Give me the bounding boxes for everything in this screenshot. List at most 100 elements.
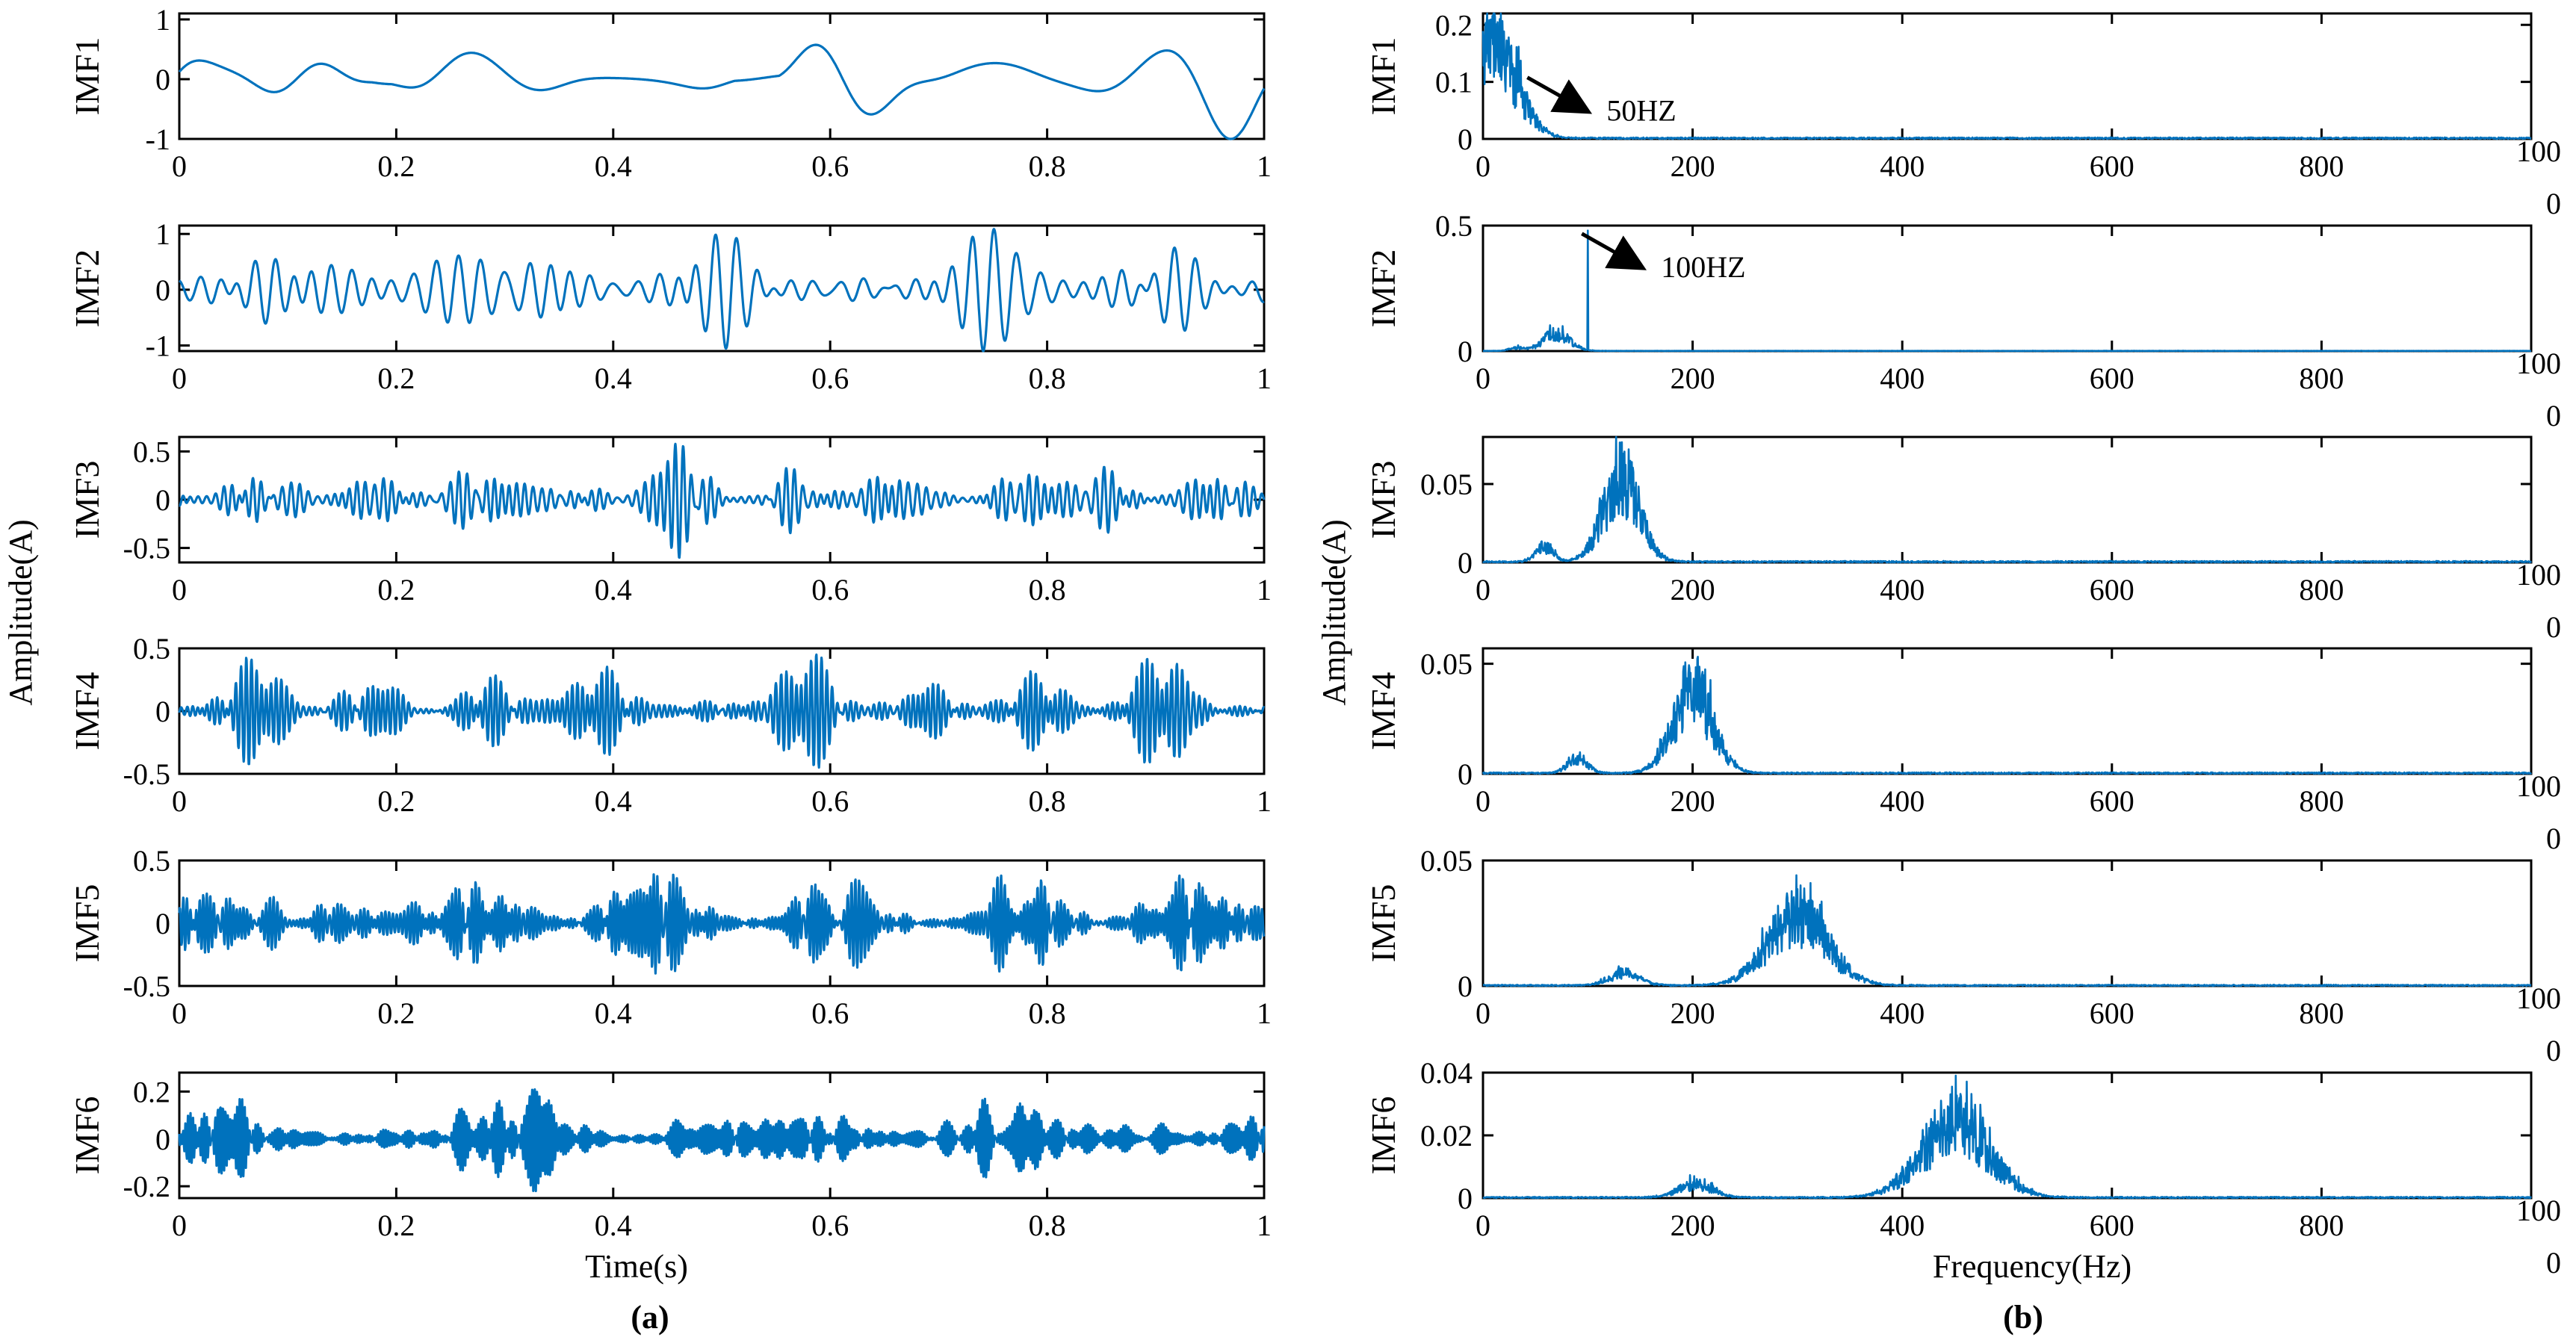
time-xtick-label: 0.4	[595, 1209, 632, 1242]
freq-xtick-label: 200	[1671, 1209, 1715, 1242]
time-xtick-label: 0.2	[377, 573, 415, 607]
freq-ytick-label: 0.2	[1435, 8, 1473, 42]
freq-xtick-label: 600	[2090, 1209, 2134, 1242]
time-xtick-label: 0.4	[595, 362, 632, 395]
time-xtick-label: 0.6	[811, 362, 849, 395]
time-ytick-label: -1	[146, 329, 170, 363]
freq-xtick-label: 200	[1671, 573, 1715, 607]
freq-xtick-label: 400	[1880, 573, 1925, 607]
left-xlabel: Time(s)	[585, 1248, 688, 1285]
time-ytick-label: -0.5	[123, 532, 170, 565]
time-axes-box-2	[178, 224, 1266, 353]
time-ytick-label: 0	[155, 695, 170, 728]
freq-xtick-label-last-line2: 0	[2546, 187, 2561, 220]
right-sublabel: (b)	[2003, 1299, 2043, 1336]
time-xtick-label: 0.4	[595, 149, 632, 183]
freq-axes-box-3	[1481, 435, 2533, 564]
time-xtick-label: 0	[172, 149, 187, 183]
freq-ytick-label: 0	[1458, 757, 1473, 791]
time-panel-label: IMF4	[68, 672, 106, 751]
annotation-label: 50HZ	[1606, 94, 1676, 128]
annotation-arrow	[1526, 75, 1593, 114]
time-ytick-label: 0	[155, 273, 170, 307]
freq-ytick-label: 0.05	[1420, 844, 1473, 878]
freq-xtick-label: 0	[1476, 573, 1490, 607]
time-xtick-label: 0.2	[377, 149, 415, 183]
time-panel-label: IMF1	[68, 37, 106, 116]
annotation-label: 100HZ	[1661, 250, 1745, 284]
time-xtick-label: 0.6	[811, 573, 849, 607]
time-ytick-label: 0	[155, 63, 170, 96]
freq-xtick-label: 600	[2090, 573, 2134, 607]
freq-panel-label: IMF2	[1364, 249, 1402, 328]
time-axes-box-1	[178, 12, 1266, 140]
time-xtick-label: 1	[1257, 996, 1272, 1030]
freq-ytick-label: 0	[1458, 970, 1473, 1003]
freq-panel-label: IMF1	[1364, 37, 1402, 116]
left-ylabel: Amplitude(A)	[2, 519, 39, 705]
time-xtick-label: 0.8	[1029, 362, 1066, 395]
time-xtick-label: 0	[172, 362, 187, 395]
freq-xtick-label-last-line1: 100	[2516, 981, 2561, 1015]
freq-axes-box-1	[1481, 12, 2533, 140]
freq-xtick-label: 200	[1671, 784, 1715, 818]
freq-xtick-label: 600	[2090, 362, 2134, 395]
freq-xtick-label: 0	[1476, 362, 1490, 395]
time-series-line	[179, 228, 1266, 353]
freq-panel-label: IMF3	[1364, 461, 1402, 539]
time-xtick-label: 0.2	[377, 1209, 415, 1242]
time-xtick-label: 0	[172, 784, 187, 818]
time-ytick-label: 0.5	[133, 632, 170, 666]
time-series-line	[178, 653, 1266, 769]
time-xtick-label: 0.8	[1029, 996, 1066, 1030]
time-panel-label: IMF3	[68, 461, 106, 539]
freq-ytick-label: 0	[1458, 546, 1473, 580]
freq-xtick-label-last-line2: 0	[2546, 822, 2561, 855]
time-ytick-label: 1	[155, 217, 170, 251]
freq-xtick-label: 0	[1476, 149, 1490, 183]
time-ytick-label: 0	[155, 907, 170, 940]
freq-xtick-label-last-line1: 100	[2516, 769, 2561, 803]
freq-series-line	[1482, 874, 2532, 987]
time-xtick-label: 1	[1257, 362, 1272, 395]
freq-xtick-label-last-line2: 0	[2546, 1034, 2561, 1067]
freq-series-line	[1481, 655, 2533, 775]
time-xtick-label: 0.6	[811, 996, 849, 1030]
freq-ytick-label: 0.04	[1420, 1056, 1473, 1090]
time-xtick-label: 0	[172, 1209, 187, 1242]
freq-series-line	[1482, 229, 2532, 353]
time-panel-label: IMF2	[68, 249, 106, 328]
time-xtick-label: 0.6	[811, 784, 849, 818]
freq-axes-box-5	[1481, 859, 2533, 987]
time-panel-label: IMF5	[68, 884, 106, 963]
freq-panel-label: IMF4	[1364, 672, 1402, 751]
time-xtick-label: 0.6	[811, 149, 849, 183]
time-ytick-label: -0.5	[123, 970, 170, 1003]
time-xtick-label: 0.8	[1029, 149, 1066, 183]
freq-series-line	[1482, 435, 2533, 564]
freq-xtick-label: 400	[1880, 362, 1925, 395]
right-ylabel: Amplitude(A)	[1316, 519, 1352, 705]
time-xtick-label: 0.6	[811, 1209, 849, 1242]
freq-xtick-label: 0	[1476, 784, 1490, 818]
time-xtick-label: 0.4	[595, 996, 632, 1030]
time-series-line	[178, 873, 1266, 975]
time-xtick-label: 1	[1257, 149, 1272, 183]
freq-xtick-label: 0	[1476, 1209, 1490, 1242]
time-ytick-label: 1	[155, 3, 170, 37]
freq-xtick-label-last-line2: 0	[2546, 399, 2561, 432]
time-ytick-label: 0.5	[133, 435, 170, 468]
freq-xtick-label: 0	[1476, 996, 1490, 1030]
freq-xtick-label: 200	[1671, 996, 1715, 1030]
freq-axes-box-4	[1481, 647, 2533, 775]
